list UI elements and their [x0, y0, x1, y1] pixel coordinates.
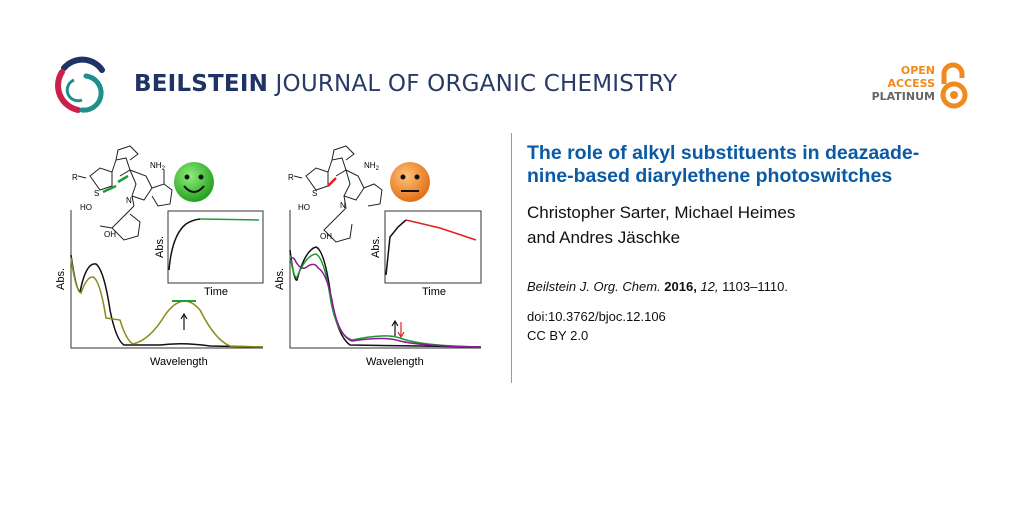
molecule-right — [293, 145, 383, 243]
left-xlabel: Wavelength — [150, 356, 208, 368]
oa-platinum: PLATINUM — [871, 90, 935, 103]
article-authors: Christopher Sarter, Michael Heimes and A… — [527, 200, 795, 250]
curve-green-right — [289, 253, 482, 348]
journal-name: BEILSTEIN JOURNAL OF ORGANIC CHEMISTRY — [134, 71, 677, 97]
label-nh2: NH2 — [150, 161, 166, 172]
authors-line-1: Christopher Sarter, Michael Heimes — [527, 203, 796, 222]
left-spectrum-plot — [70, 210, 264, 349]
molecule-left — [77, 145, 173, 241]
graphical-abstract: R S N NH2 HO OH Abs. Abs. Time Wavelengt… — [55, 145, 482, 368]
left-inset-xlabel: Time — [204, 286, 228, 298]
citation-pages: 1103–1110. — [722, 279, 788, 294]
open-lock-icon — [940, 62, 968, 109]
neutral-face-icon — [390, 162, 430, 202]
right-ylabel: Abs. — [274, 268, 286, 290]
right-xlabel: Wavelength — [366, 356, 424, 368]
citation-journal: Beilstein J. Org. Chem. — [527, 279, 661, 294]
label-r: R — [72, 173, 78, 182]
label-s: S — [94, 189, 99, 198]
beilstein-logo — [55, 56, 105, 113]
left-inset-ylabel: Abs. — [154, 236, 166, 258]
open-access-badge: OPEN ACCESS PLATINUM — [872, 64, 935, 103]
happy-face-icon — [174, 162, 214, 202]
journal-name-bold: BEILSTEIN — [134, 71, 269, 97]
oa-open: OPEN — [900, 64, 935, 77]
label-oh: OH — [104, 230, 116, 239]
oa-access: ACCESS — [887, 77, 935, 90]
curve-purple-right — [289, 257, 482, 348]
right-inset-xlabel: Time — [422, 286, 446, 298]
article-title[interactable]: The role of alkyl substituents in deazaa… — [527, 142, 967, 188]
label-n-right: N — [340, 201, 346, 210]
authors-line-2: and Andres Jäschke — [527, 228, 681, 247]
right-inset-ylabel: Abs. — [370, 236, 382, 258]
divider — [511, 133, 512, 383]
journal-name-rest: JOURNAL OF ORGANIC CHEMISTRY — [275, 71, 678, 97]
license: CC BY 2.0 — [527, 328, 589, 343]
label-nh2-right: NH2 — [364, 161, 380, 172]
citation-volume: 12, — [700, 279, 719, 294]
label-ho: HO — [80, 203, 92, 212]
label-ho-right: HO — [298, 203, 310, 212]
right-spectrum-plot — [289, 210, 482, 349]
label-s-right: S — [312, 189, 317, 198]
label-oh-right: OH — [320, 232, 332, 241]
citation-year: 2016, — [664, 279, 697, 294]
citation: Beilstein J. Org. Chem. 2016, 12, 1103–1… — [527, 279, 788, 294]
label-r-right: R — [288, 173, 294, 182]
article-title-line-2: nine-based diarylethene photoswitches — [527, 165, 893, 187]
article-title-line-1: The role of alkyl substituents in deazaa… — [527, 142, 920, 164]
left-ylabel: Abs. — [55, 268, 67, 290]
curve-olive — [70, 257, 264, 348]
doi-link[interactable]: doi:10.3762/bjoc.12.106 — [527, 309, 666, 324]
label-n: N — [126, 196, 132, 205]
